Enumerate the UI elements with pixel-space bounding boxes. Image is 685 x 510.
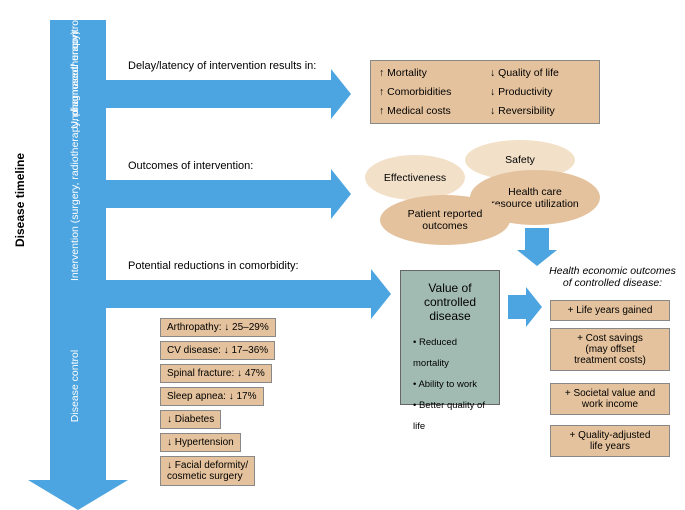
r1-i2: ↑ Comorbidities: [379, 84, 480, 101]
timeline-title: Disease timeline: [13, 153, 27, 247]
arrow-row1: [106, 80, 331, 108]
stage-intervention: Intervention (surgery, radiotherapy, pha…: [69, 111, 81, 281]
red-2: Spinal fracture: ↓ 47%: [160, 364, 272, 383]
r1-i4: ↑ Medical costs: [379, 103, 480, 120]
oval-effectiveness: Effectiveness: [365, 155, 465, 200]
stage-control: Disease control: [69, 331, 81, 441]
red-6: ↓ Facial deformity/ cosmetic surgery: [160, 456, 255, 486]
red-1: CV disease: ↓ 17–36%: [160, 341, 275, 360]
value-title: Value of controlled disease: [413, 281, 487, 323]
r1-i5: ↓ Reversibility: [490, 103, 591, 120]
row1-box: ↑ Mortality ↓ Quality of life ↑ Comorbid…: [370, 60, 600, 124]
out-0: + Life years gained: [550, 300, 670, 321]
oval-pro: Patient reported outcomes: [380, 195, 510, 245]
row3-label: Potential reductions in comorbidity:: [128, 260, 299, 272]
arrow-row2: [106, 180, 331, 208]
red-4: ↓ Diabetes: [160, 410, 221, 429]
arrow-row3: [106, 280, 371, 308]
red-0: Arthropathy: ↓ 25–29%: [160, 318, 276, 337]
out-1: + Cost savings (may offset treatment cos…: [550, 328, 670, 371]
r1-i0: ↑ Mortality: [379, 65, 480, 82]
vb0: • Reduced mortality: [413, 333, 487, 375]
value-box: Value of controlled disease • Reduced mo…: [400, 270, 500, 405]
vb2: • Better quality of life: [413, 396, 487, 438]
r1-i3: ↓ Productivity: [490, 84, 591, 101]
vb1: • Ability to work: [413, 375, 487, 396]
row2-label: Outcomes of intervention:: [128, 160, 253, 172]
arrow-down-to-outcomes: [525, 228, 549, 250]
row1-label: Delay/latency of intervention results in…: [128, 60, 316, 72]
out-3: + Quality-adjusted life years: [550, 425, 670, 457]
out-2: + Societal value and work income: [550, 383, 670, 415]
r1-i1: ↓ Quality of life: [490, 65, 591, 82]
red-3: Sleep apnea: ↓ 17%: [160, 387, 264, 406]
red-5: ↓ Hypertension: [160, 433, 241, 452]
arrow-to-outcomes: [508, 295, 526, 319]
outcomes-title: Health economic outcomes of controlled d…: [545, 265, 680, 289]
